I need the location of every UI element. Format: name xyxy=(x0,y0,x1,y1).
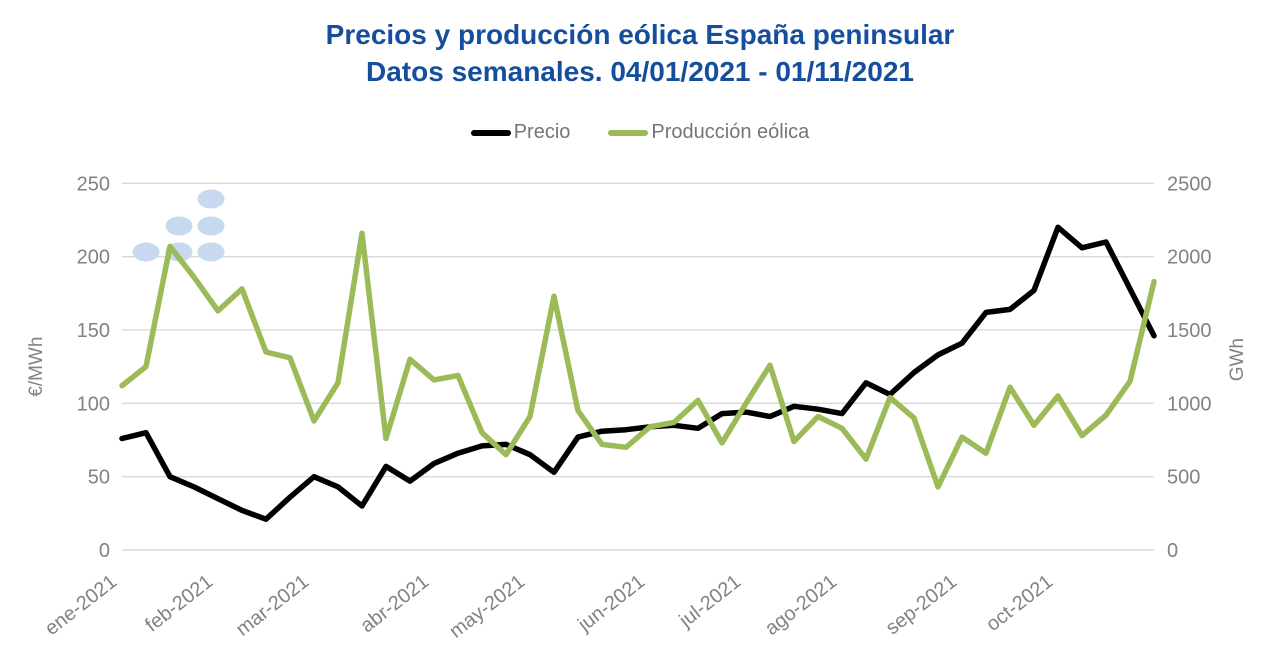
x-axis-month-label: jul-2021 xyxy=(675,571,745,633)
right-axis-tick-label: 1500 xyxy=(1167,320,1212,342)
x-axis-month-label: sep-2021 xyxy=(882,571,961,640)
x-axis-month-label: ene-2021 xyxy=(41,571,121,640)
x-axis-month-label: may-2021 xyxy=(445,571,529,643)
chart-title-line1: Precios y producción eólica España penin… xyxy=(325,19,955,50)
chart-title: Precios y producción eólica España penin… xyxy=(0,16,1280,90)
legend-label-precio: Precio xyxy=(513,121,571,143)
right-axis-tick-label: 500 xyxy=(1167,467,1200,489)
x-axis-month-label: jun-2021 xyxy=(573,571,649,637)
right-axis-title: GWh xyxy=(1227,338,1248,381)
produccion-eolica-line-swatch xyxy=(608,129,649,136)
precio-line xyxy=(119,224,1157,522)
watermark-bubble-icon xyxy=(132,242,160,262)
left-axis-tick-label: 150 xyxy=(77,320,110,342)
right-axis-tick-label: 1000 xyxy=(1167,393,1212,415)
chart-title-line2: Datos semanales. 04/01/2021 - 01/11/2021 xyxy=(366,56,914,87)
right-axis-tick-label: 2500 xyxy=(1167,173,1212,195)
precio-line-swatch xyxy=(470,129,511,136)
legend-item-produccion-eolica: Producción eólica xyxy=(608,121,809,144)
x-axis-month-label: abr-2021 xyxy=(356,571,433,638)
left-axis-tick-label: 100 xyxy=(77,393,110,415)
watermark-bubble-icon xyxy=(197,242,225,262)
x-axis-month-label: ago-2021 xyxy=(761,571,841,640)
watermark-bubble-icon xyxy=(197,189,225,209)
chart-legend: Precio Producción eólica xyxy=(0,121,1280,144)
watermark-bubble-icon xyxy=(165,216,193,236)
left-axis-tick-label: 0 xyxy=(99,540,110,562)
produccion-eolica-line xyxy=(119,230,1157,490)
x-axis-month-label: feb-2021 xyxy=(141,571,217,637)
left-axis-tick-label: 200 xyxy=(77,247,110,269)
right-axis-tick-label: 2000 xyxy=(1167,247,1212,269)
left-axis-tick-label: 50 xyxy=(88,467,110,489)
watermark-bubble-icon xyxy=(197,216,225,236)
right-axis-tick-label: 0 xyxy=(1167,540,1178,562)
legend-label-produccion-eolica: Producción eólica xyxy=(651,121,810,143)
legend-item-precio: Precio xyxy=(470,121,571,144)
x-axis-month-label: mar-2021 xyxy=(232,571,313,641)
x-axis-month-label: oct-2021 xyxy=(982,571,1057,636)
left-axis-title: €/MWh xyxy=(26,337,47,397)
left-axis-tick-label: 250 xyxy=(77,173,110,195)
